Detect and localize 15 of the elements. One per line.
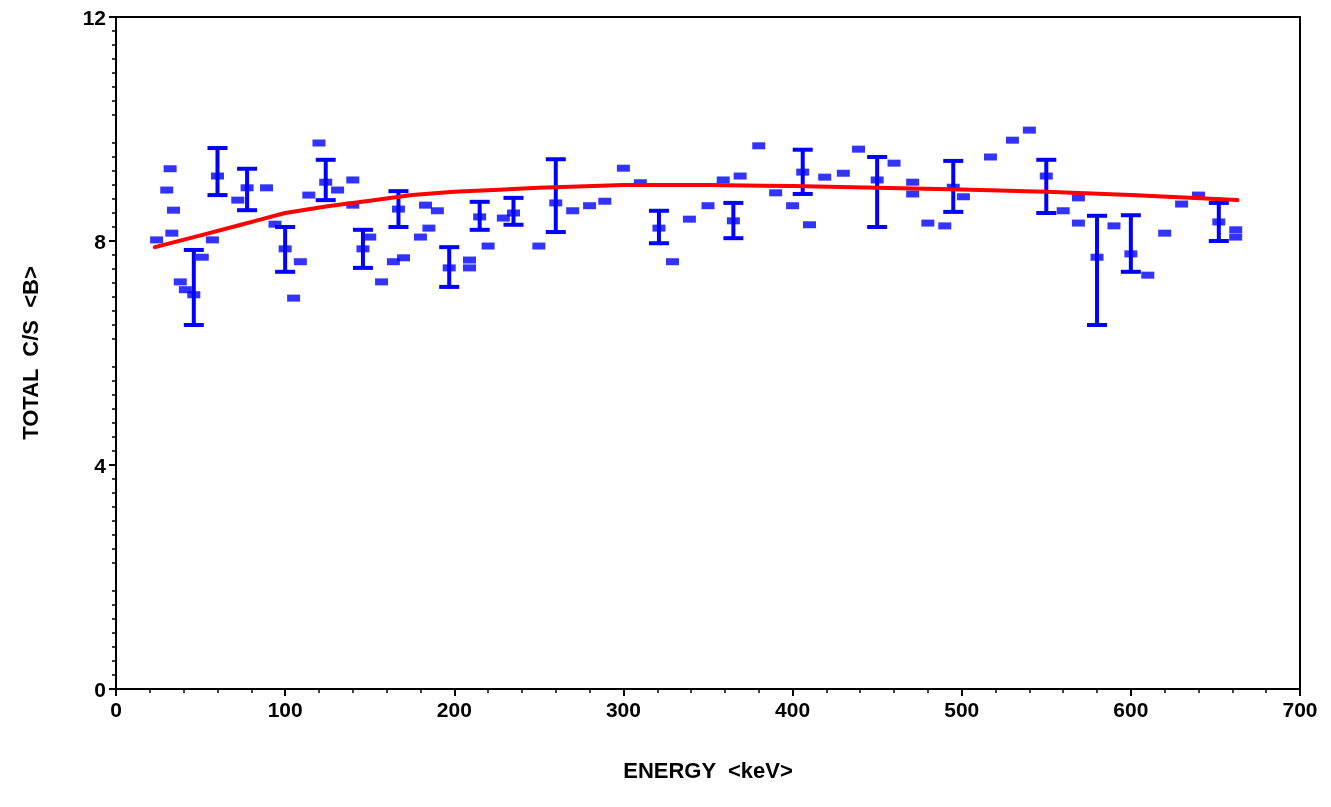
x-tick-label: 700 <box>1282 698 1318 721</box>
x-tick-label: 100 <box>267 698 303 721</box>
y-axis-title: TOTAL C/S <B> <box>17 266 43 440</box>
x-tick-label: 0 <box>110 698 122 721</box>
x-axis-title: ENERGY <keV> <box>623 757 793 783</box>
y-tick-label: 8 <box>94 229 107 253</box>
x-tick-label: 400 <box>775 698 811 721</box>
x-tick-label: 300 <box>605 698 641 721</box>
line-series <box>152 183 1240 250</box>
x-tick-label: 600 <box>1113 698 1149 721</box>
y-tick-label: 4 <box>94 453 107 477</box>
x-tick-label: 200 <box>436 698 472 721</box>
y-tick-label: 0 <box>94 677 106 701</box>
x-tick-label: 500 <box>944 698 980 721</box>
y-tick-label: 12 <box>82 5 106 29</box>
